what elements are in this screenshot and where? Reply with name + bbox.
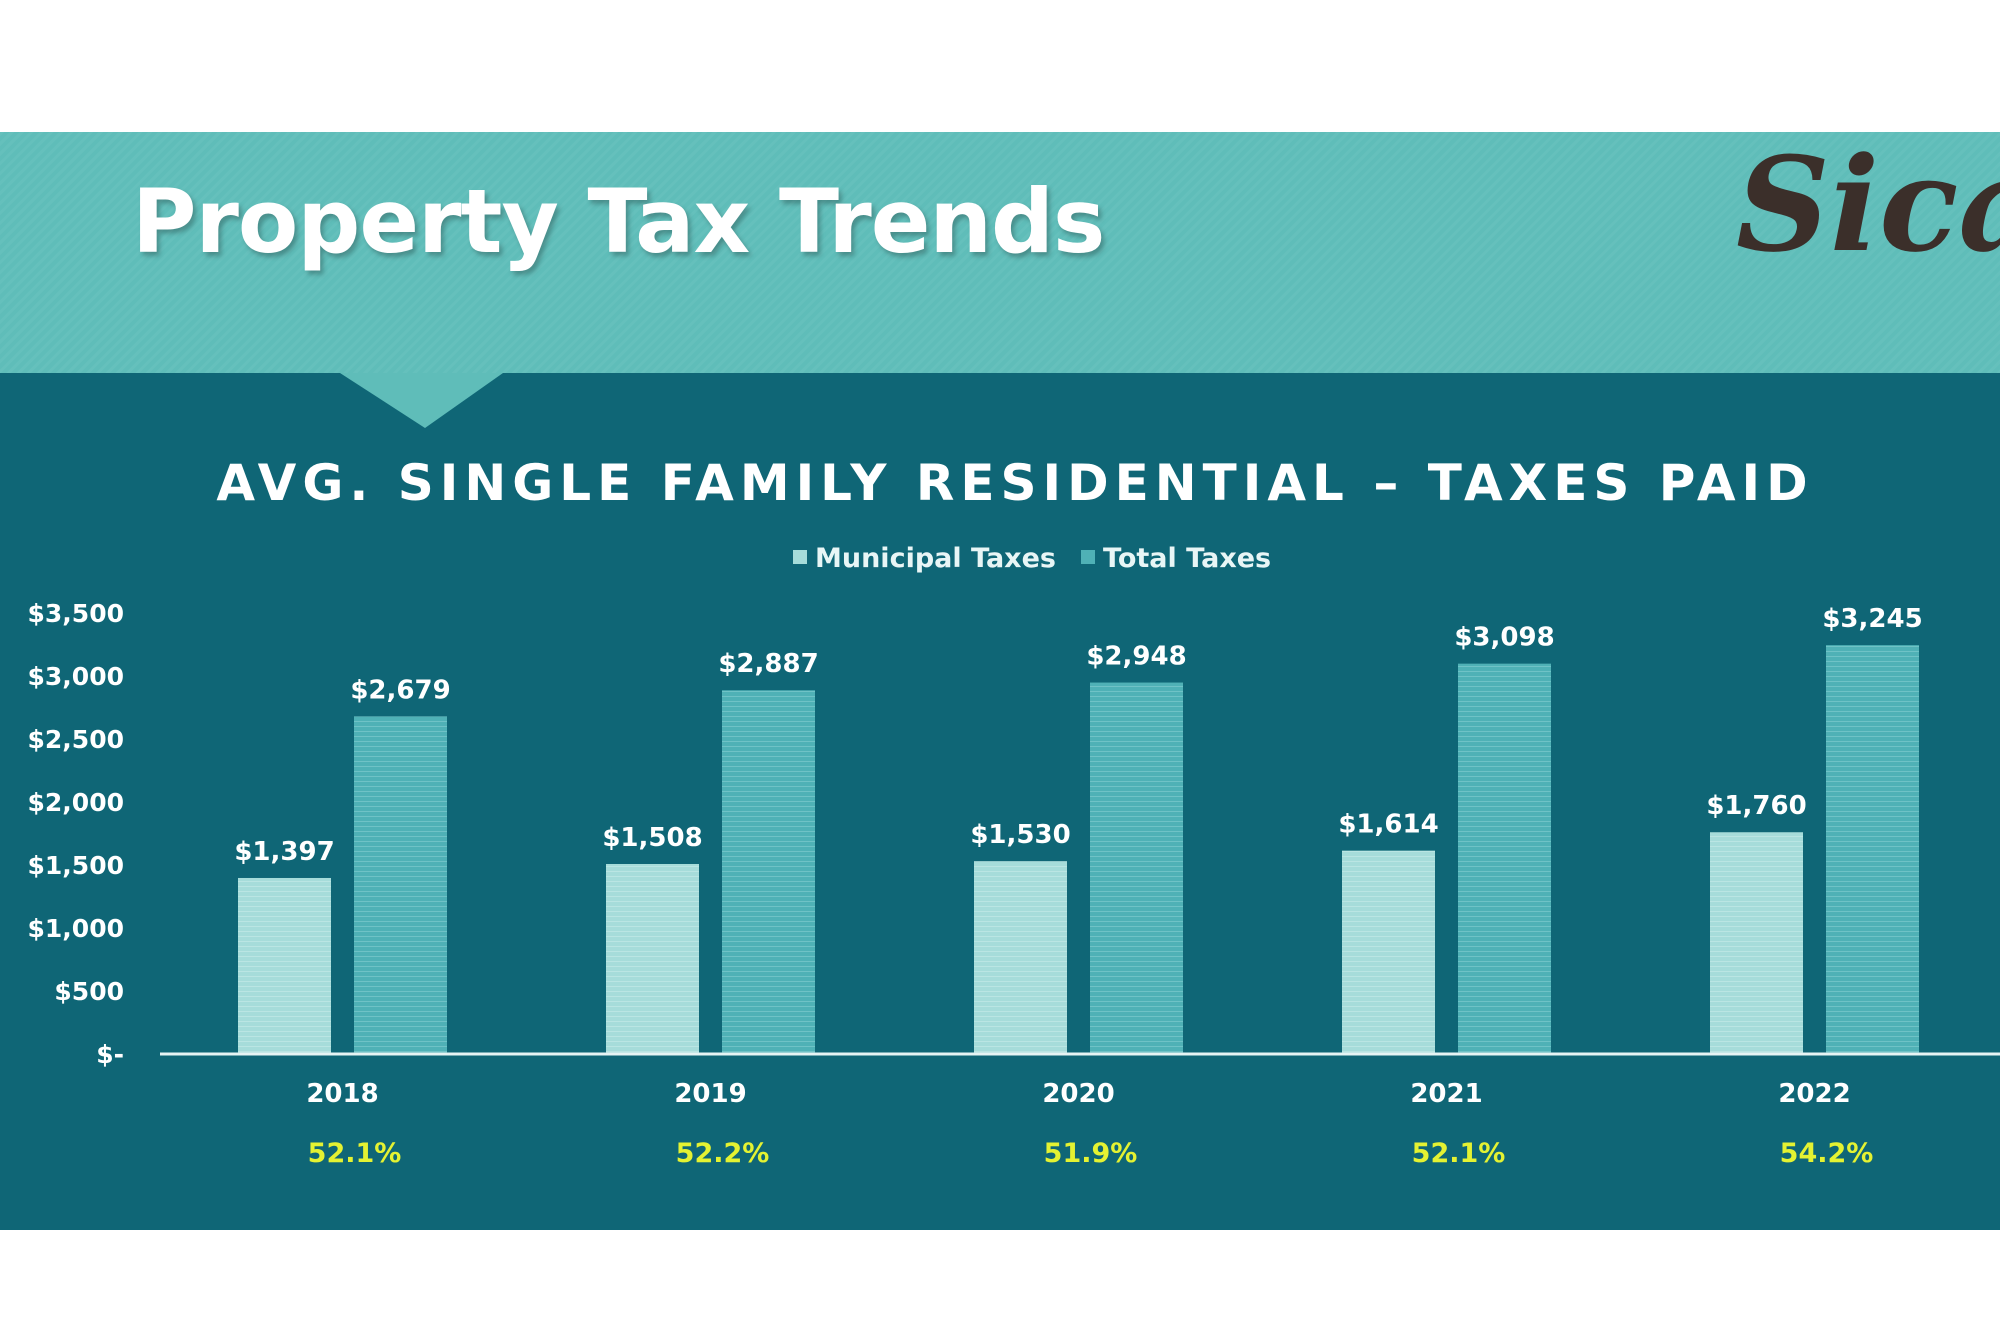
chart-title: AVG. SINGLE FAMILY RESIDENTIAL – TAXES P… <box>216 454 1813 512</box>
brand-logo-text: Sicam <box>1736 132 2000 262</box>
bar-total-2018 <box>354 716 447 1054</box>
legend-label-municipal: Municipal Taxes <box>815 543 1056 574</box>
bar-municipal-2022 <box>1710 832 1803 1054</box>
y-tick-label: $- <box>96 1040 124 1069</box>
chart-svg: AVG. SINGLE FAMILY RESIDENTIAL – TAXES P… <box>28 373 2000 1169</box>
legend-swatch-municipal <box>793 550 807 564</box>
x-axis: 2018 52.1% 2019 52.2% 2020 51.9% 2021 52.1% 2022… <box>306 1079 1873 1169</box>
data-label-municipal-2018: $1,397 <box>234 837 334 867</box>
percentage-label: 52.1% <box>308 1138 402 1169</box>
y-tick-label: $2,500 <box>28 725 124 754</box>
y-tick-label: $1,000 <box>28 914 124 943</box>
data-label-total-2019: $2,887 <box>718 649 818 679</box>
data-label-municipal-2021: $1,614 <box>1338 810 1438 840</box>
page-title: Property Tax Trends <box>132 170 1105 273</box>
bar-total-2021 <box>1458 663 1551 1054</box>
data-label-total-2020: $2,948 <box>1086 642 1186 672</box>
bar-total-2020 <box>1090 682 1183 1054</box>
brand-logo: Sicam L <box>1718 132 2000 262</box>
bar-municipal-2021 <box>1342 850 1435 1054</box>
y-tick-label: $3,500 <box>28 599 124 628</box>
y-tick-label: $3,000 <box>28 662 124 691</box>
data-label-municipal-2019: $1,508 <box>602 823 702 853</box>
y-tick-label: $2,000 <box>28 788 124 817</box>
chart-panel: AVG. SINGLE FAMILY RESIDENTIAL – TAXES P… <box>0 373 2000 1230</box>
data-label-municipal-2020: $1,530 <box>970 820 1070 850</box>
x-tick-label: 2020 <box>1042 1079 1114 1109</box>
legend: Municipal Taxes Total Taxes <box>793 543 1271 574</box>
percentage-label: 51.9% <box>1044 1138 1138 1169</box>
bar-municipal-2018 <box>238 877 331 1054</box>
y-tick-label: $500 <box>54 977 124 1006</box>
data-label-total-2022: $3,245 <box>1822 604 1922 634</box>
slide: Property Tax Trends Sicam L AVG. <box>0 132 2000 1230</box>
legend-swatch-total <box>1081 550 1095 564</box>
x-tick-label: 2018 <box>306 1079 378 1109</box>
y-tick-label: $1,500 <box>28 851 124 880</box>
header-pointer <box>340 373 503 428</box>
data-label-municipal-2022: $1,760 <box>1706 791 1806 821</box>
bars: $1,397 $2,679 $1,508 $2,887 $1,530 $2,948 $1,6… <box>234 604 1923 1054</box>
percentage-label: 54.2% <box>1780 1138 1874 1169</box>
x-tick-label: 2022 <box>1778 1079 1850 1109</box>
header-band: Property Tax Trends Sicam L <box>0 132 2000 373</box>
x-tick-label: 2021 <box>1410 1079 1482 1109</box>
bar-total-2019 <box>722 690 815 1054</box>
bar-municipal-2019 <box>606 863 699 1054</box>
y-axis: $- $500 $1,000 $1,500 $2,000 $2,500 $3,000 $3,5… <box>28 599 124 1069</box>
percentage-label: 52.1% <box>1412 1138 1506 1169</box>
x-tick-label: 2019 <box>674 1079 746 1109</box>
bar-municipal-2020 <box>974 861 1067 1054</box>
bar-total-2022 <box>1826 645 1919 1054</box>
data-label-total-2018: $2,679 <box>350 675 450 705</box>
percentage-label: 52.2% <box>676 1138 770 1169</box>
legend-label-total: Total Taxes <box>1103 543 1271 574</box>
header-pattern <box>0 132 2000 373</box>
brand-logo-svg: Sicam L <box>1736 132 2000 262</box>
data-label-total-2021: $3,098 <box>1454 623 1554 653</box>
